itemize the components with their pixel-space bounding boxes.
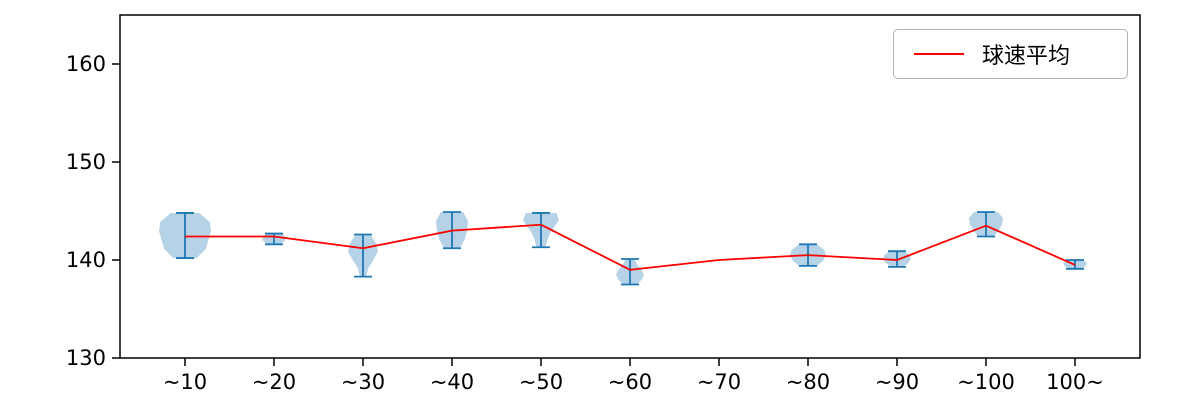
x-tick-label: ~100 — [957, 370, 1015, 394]
legend-label: 球速平均 — [982, 44, 1071, 69]
x-tick-label: ~60 — [608, 370, 652, 394]
y-tick-label: 130 — [66, 346, 106, 370]
x-tick-label: ~50 — [519, 370, 563, 394]
y-tick-label: 160 — [66, 52, 106, 76]
x-tick-label: ~90 — [875, 370, 919, 394]
x-tick-label: 100~ — [1046, 370, 1104, 394]
mean-speed-line — [185, 223, 1076, 271]
y-tick-label: 140 — [66, 248, 106, 272]
x-tick-label: ~20 — [252, 370, 296, 394]
x-tick-label: ~40 — [430, 370, 474, 394]
x-tick-label: ~10 — [163, 370, 207, 394]
legend: 球速平均 — [893, 29, 1128, 79]
legend-line-swatch — [914, 53, 964, 55]
y-tick-label: 150 — [66, 150, 106, 174]
x-tick-label: ~30 — [341, 370, 385, 394]
x-tick-label: ~80 — [786, 370, 830, 394]
x-tick-label: ~70 — [697, 370, 741, 394]
